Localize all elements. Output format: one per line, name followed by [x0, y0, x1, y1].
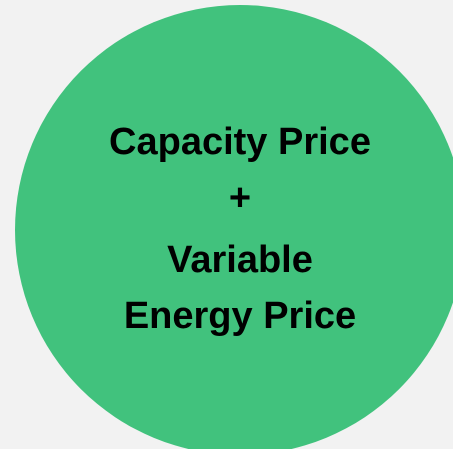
circle [15, 5, 453, 449]
label-line: Capacity Price [109, 121, 371, 163]
label-line: Variable [167, 239, 313, 281]
label-line: + [229, 177, 251, 219]
label-line: Energy Price [124, 295, 356, 337]
